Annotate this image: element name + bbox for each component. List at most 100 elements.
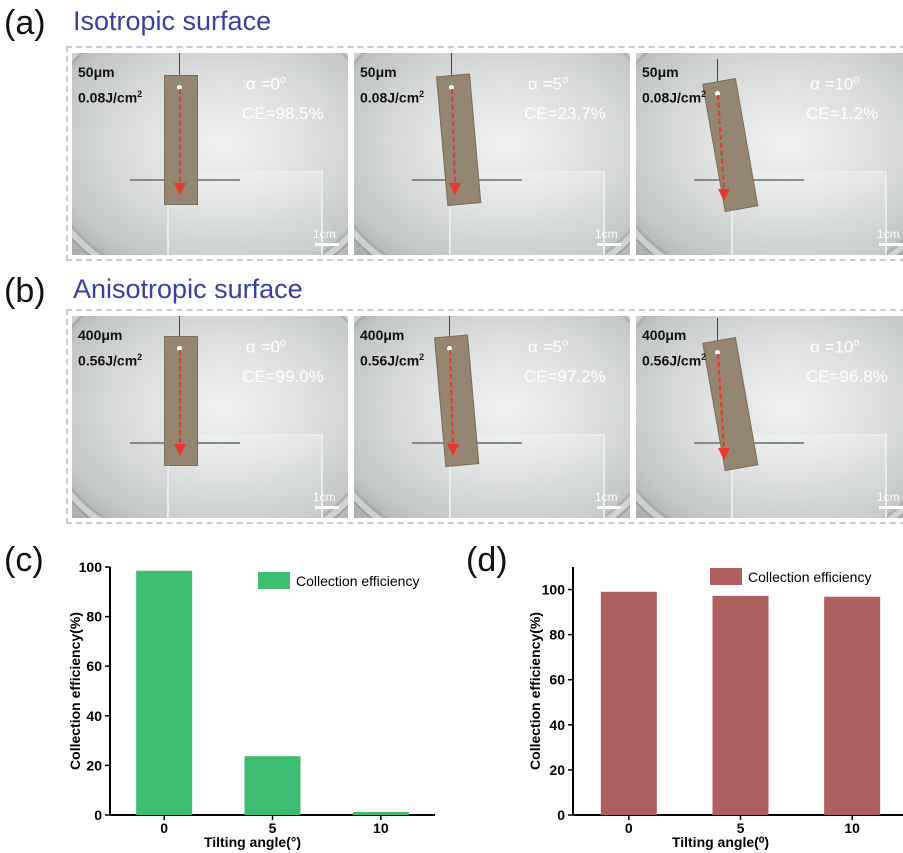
panel-d-letter: (d): [466, 541, 508, 579]
droplet-path-arrow: [174, 89, 186, 195]
fluence-value: 0.08J/cm: [360, 89, 420, 106]
collection-efficiency-label: CE=98.5%: [242, 104, 324, 123]
scale-label: 1cm: [877, 227, 900, 241]
panel-a-letter: (a): [4, 4, 46, 42]
photo: 50μm 0.08J/cm2 α =10o CE=1.2% 1cm: [636, 53, 903, 255]
fluence-exponent: 2: [701, 89, 707, 99]
beaker: [731, 171, 887, 255]
hanging-wire: [451, 53, 452, 77]
droplet-path-arrow: [174, 350, 186, 456]
fluence-value: 0.56J/cm: [78, 352, 138, 369]
fluence-label: 0.08J/cm2: [642, 90, 706, 105]
tilt-angle-label: α =0o: [246, 75, 286, 93]
droplet-path-arrow: [717, 353, 730, 460]
fluence-exponent: 2: [137, 352, 143, 362]
fluence-value: 0.56J/cm: [360, 352, 420, 369]
fluence-value: 0.08J/cm: [78, 89, 138, 106]
y-tick-label: 0: [557, 807, 565, 823]
bar: [352, 812, 409, 815]
scale-label: 1cm: [595, 490, 618, 504]
tilt-angle-label: α =0o: [246, 338, 286, 356]
bar: [824, 596, 881, 815]
bar: [244, 756, 301, 815]
hanging-wire: [449, 316, 450, 338]
bar: [712, 595, 769, 815]
scale-label: 1cm: [313, 227, 336, 241]
legend-swatch: [710, 568, 742, 585]
collection-efficiency-label: CE=97.2%: [524, 367, 606, 386]
y-tick-label: 0: [94, 807, 102, 823]
thickness-label: 400μm: [360, 327, 405, 343]
y-tick-label: 40: [86, 708, 102, 724]
y-tick-label: 100: [79, 559, 103, 575]
photo: 400μm 0.56J/cm2 α =5o CE=97.2% 1cm: [354, 316, 630, 518]
hanging-wire: [179, 316, 180, 338]
droplet: [447, 346, 452, 351]
y-tick-label: 20: [86, 757, 102, 773]
photo: 400μm 0.56J/cm2 α =10o CE=96.8% 1cm: [636, 316, 903, 518]
fluence-label: 0.56J/cm2: [360, 353, 424, 368]
scale-label: 1cm: [595, 227, 618, 241]
panel-b-title: Anisotropic surface: [73, 274, 303, 304]
photo: 50μm 0.08J/cm2 α =0o CE=98.5% 1cm: [72, 53, 348, 255]
hanging-wire: [179, 53, 180, 77]
y-tick-label: 60: [549, 672, 565, 688]
tilt-angle-label: α =5o: [528, 338, 568, 356]
fluence-label: 0.08J/cm2: [360, 90, 424, 105]
bar: [600, 591, 657, 815]
legend-swatch: [258, 572, 290, 589]
x-axis-label: Tilting angle(°): [204, 834, 301, 850]
fluence-exponent: 2: [419, 352, 425, 362]
thickness-label: 50μm: [360, 64, 397, 80]
scale-bar: [315, 243, 339, 246]
fluence-label: 0.56J/cm2: [78, 353, 142, 368]
tilt-angle-value: α =10: [810, 74, 854, 94]
degree-mark: o: [853, 337, 860, 349]
droplet-path-arrow: [447, 349, 459, 456]
degree-mark: o: [853, 74, 860, 86]
y-tick-label: 60: [86, 658, 102, 674]
scale-bar: [597, 506, 621, 509]
tilt-angle-value: α =5: [528, 337, 562, 357]
tilt-angle-label: α =10o: [810, 75, 860, 93]
panel-c-letter: (c): [4, 541, 44, 579]
y-tick-label: 80: [86, 609, 102, 625]
degree-mark: o: [561, 337, 569, 349]
tilt-angle-value: α =5: [528, 74, 562, 94]
legend-label: Collection efficiency: [748, 569, 871, 585]
tilt-angle-value: α =10: [810, 337, 854, 357]
thickness-label: 400μm: [78, 327, 123, 343]
scale-label: 1cm: [313, 490, 336, 504]
hanging-wire: [717, 318, 718, 342]
thickness-label: 400μm: [642, 327, 687, 343]
photo: 400μm 0.56J/cm2 α =0o CE=99.0% 1cm: [72, 316, 348, 518]
scale-bar: [879, 243, 903, 246]
fluence-value: 0.08J/cm: [642, 89, 702, 106]
beaker: [731, 434, 887, 518]
x-axis-label: Tilting angle(⁰): [672, 834, 769, 850]
scale-bar: [315, 506, 339, 509]
tilt-angle-value: α =0: [246, 74, 280, 94]
y-tick-label: 80: [549, 627, 565, 643]
x-tick-label: 5: [269, 820, 277, 836]
fluence-exponent: 2: [419, 89, 425, 99]
chart-collection-efficiency-isotropic: 0 20 40 60 80 100 0 5 10 Tilting angle(°) Collecti…: [67, 559, 435, 850]
collection-efficiency-label: CE=1.2%: [806, 104, 879, 123]
scale-bar: [597, 243, 621, 246]
bar: [136, 570, 193, 815]
degree-mark: o: [279, 74, 287, 86]
photo-row-isotropic: 50μm 0.08J/cm2 α =0o CE=98.5% 1cm 50μm 0.08J/c…: [66, 46, 903, 261]
beaker: [449, 171, 605, 255]
panel-a-title: Isotropic surface: [73, 6, 272, 36]
collection-efficiency-label: CE=96.8%: [806, 367, 888, 386]
y-tick-label: 20: [549, 762, 565, 778]
droplet: [715, 350, 720, 355]
photo: 50μm 0.08J/cm2 α =5o CE=23.7% 1cm: [354, 53, 630, 255]
x-tick-label: 5: [737, 820, 745, 836]
droplet-path-arrow: [449, 88, 461, 195]
thickness-label: 50μm: [642, 64, 679, 80]
collection-efficiency-label: CE=23.7%: [524, 104, 606, 123]
thickness-label: 50μm: [78, 64, 115, 80]
y-axis-label: Collection efficiency(%): [527, 612, 543, 770]
chart-collection-efficiency-anisotropic: 0 20 40 60 80 100 0 5 10 Tilting angle(⁰) Collecti…: [527, 567, 903, 850]
